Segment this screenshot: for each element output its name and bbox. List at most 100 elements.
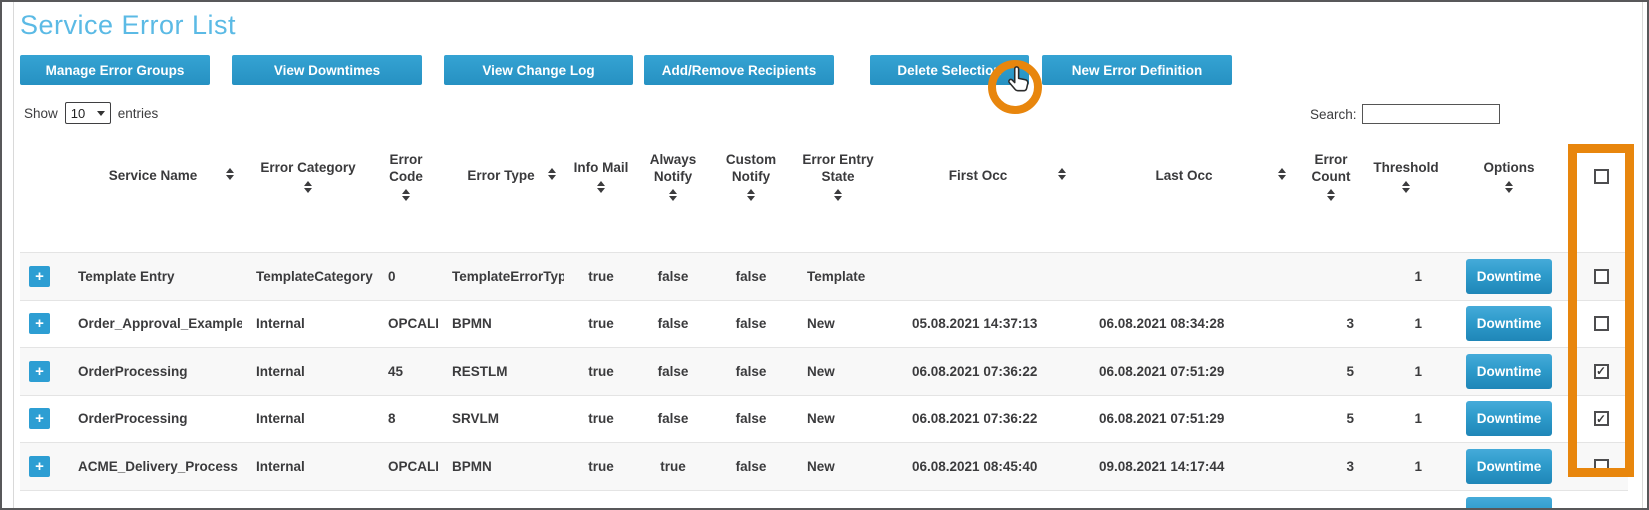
row-checkbox[interactable]: ✓ bbox=[1593, 363, 1609, 379]
cell-service: OrderProcessing bbox=[78, 411, 188, 427]
table-row: Downtime bbox=[20, 489, 1628, 509]
entries-select[interactable]: 10 bbox=[64, 102, 111, 124]
expand-row-button[interactable]: + bbox=[29, 360, 50, 382]
sort-icon bbox=[1058, 168, 1066, 180]
column-label: Error Count bbox=[1311, 151, 1351, 184]
select-all-checkbox[interactable] bbox=[1593, 169, 1609, 184]
view-change-log-button[interactable]: View Change Log bbox=[444, 55, 633, 85]
column-header-code[interactable]: Error Code bbox=[374, 129, 438, 252]
sort-icon bbox=[1402, 180, 1410, 193]
sort-icon bbox=[747, 189, 755, 202]
column-header-service[interactable]: Service Name bbox=[64, 129, 242, 252]
cell-info bbox=[564, 491, 638, 509]
downtime-button[interactable]: Downtime bbox=[1466, 496, 1552, 508]
cell-custom: false bbox=[735, 268, 767, 284]
cell-threshold: 1 bbox=[1414, 411, 1422, 427]
downtime-button[interactable]: Downtime bbox=[1466, 353, 1552, 389]
service-error-table: Service Name Error Category Error Code Erro… bbox=[20, 129, 1628, 509]
cell-info: true bbox=[588, 363, 614, 379]
cell-options: Downtime bbox=[1444, 348, 1574, 395]
cell-last: 09.08.2021 14:17:44 bbox=[1099, 458, 1225, 474]
new-error-definition-button[interactable]: New Error Definition bbox=[1042, 55, 1232, 85]
search-label: Search: bbox=[1310, 106, 1357, 122]
row-checkbox[interactable] bbox=[1593, 316, 1609, 332]
column-header-state[interactable]: Error Entry State bbox=[794, 129, 882, 252]
cell-category: Internal bbox=[256, 411, 305, 427]
cell-category: Internal bbox=[256, 458, 305, 474]
cell-last: 06.08.2021 08:34:28 bbox=[1099, 316, 1225, 332]
cell-threshold bbox=[1368, 491, 1444, 509]
downtime-button[interactable]: Downtime bbox=[1466, 258, 1552, 294]
cell-info: true bbox=[588, 458, 614, 474]
cell-options: Downtime bbox=[1444, 396, 1574, 443]
cell-last: 06.08.2021 07:51:29 bbox=[1099, 363, 1225, 379]
column-header-options[interactable]: Options bbox=[1444, 129, 1574, 252]
column-header-last[interactable]: Last Occ bbox=[1074, 129, 1294, 252]
show-entries-control: Show 10 entries bbox=[24, 102, 158, 124]
column-label: Info Mail bbox=[573, 160, 629, 176]
cell-last bbox=[1074, 491, 1294, 509]
cell-options: Downtime bbox=[1444, 443, 1574, 490]
cell-always bbox=[638, 491, 708, 509]
expand-row-button[interactable]: + bbox=[29, 455, 50, 477]
downtime-button[interactable]: Downtime bbox=[1466, 448, 1552, 484]
view-downtimes-button[interactable]: View Downtimes bbox=[232, 55, 422, 85]
expand-row-button[interactable]: + bbox=[29, 408, 50, 430]
cell-options: Downtime bbox=[1444, 301, 1574, 348]
column-header-select bbox=[1574, 129, 1628, 252]
expand-row-button[interactable]: + bbox=[29, 265, 50, 287]
cell-expand: + bbox=[20, 253, 64, 300]
show-label: Show bbox=[24, 105, 58, 121]
row-checkbox[interactable] bbox=[1593, 268, 1609, 284]
column-label: Error Entry State bbox=[802, 151, 874, 184]
column-header-info[interactable]: Info Mail bbox=[564, 129, 638, 252]
cell-code: 8 bbox=[388, 411, 396, 427]
column-header-expand bbox=[20, 129, 64, 252]
cell-type: SRVLM bbox=[452, 411, 500, 427]
downtime-button[interactable]: Downtime bbox=[1466, 401, 1552, 437]
column-header-category[interactable]: Error Category bbox=[242, 129, 374, 252]
sort-icon bbox=[226, 168, 234, 180]
cell-type bbox=[438, 491, 564, 509]
cell-info: true bbox=[588, 411, 614, 427]
column-label: Error Code bbox=[389, 151, 423, 184]
cell-category bbox=[242, 491, 374, 509]
manage-error-groups-button[interactable]: Manage Error Groups bbox=[20, 55, 210, 85]
cell-options: Downtime bbox=[1444, 491, 1574, 508]
sort-icon bbox=[669, 189, 677, 202]
chevron-down-icon bbox=[96, 110, 105, 116]
downtime-button[interactable]: Downtime bbox=[1466, 306, 1552, 342]
column-header-type[interactable]: Error Type bbox=[438, 129, 564, 252]
cell-expand: + bbox=[20, 396, 64, 443]
column-label: Service Name bbox=[108, 168, 198, 184]
search-input[interactable] bbox=[1361, 104, 1500, 124]
right-edge-divider bbox=[1642, 2, 1643, 508]
column-header-first[interactable]: First Occ bbox=[882, 129, 1074, 252]
page-title: Service Error List bbox=[20, 10, 237, 40]
column-header-count[interactable]: Error Count bbox=[1294, 129, 1368, 252]
cell-type: RESTLM bbox=[452, 363, 508, 379]
column-label: Always Notify bbox=[649, 151, 697, 184]
column-label: Error Type bbox=[467, 168, 535, 184]
expand-row-button[interactable]: + bbox=[29, 313, 50, 335]
column-header-threshold[interactable]: Threshold bbox=[1368, 129, 1444, 252]
cell-custom: false bbox=[735, 316, 767, 332]
search-control: Search: bbox=[1310, 103, 1500, 125]
row-checkbox[interactable] bbox=[1593, 458, 1609, 474]
delete-selection-button[interactable]: Delete Selection bbox=[870, 55, 1029, 85]
cell-service: ACME_Delivery_Process bbox=[78, 458, 238, 474]
add-remove-recipients-button[interactable]: Add/Remove Recipients bbox=[644, 55, 834, 85]
cell-select bbox=[1574, 253, 1628, 300]
cell-type: BPMN bbox=[452, 316, 492, 332]
cell-first: 06.08.2021 07:36:22 bbox=[912, 411, 1038, 427]
cell-select: ✓ bbox=[1574, 396, 1628, 443]
row-checkbox[interactable]: ✓ bbox=[1593, 411, 1609, 427]
sort-icon bbox=[548, 168, 556, 180]
cell-type: BPMN bbox=[452, 458, 492, 474]
cell-info: true bbox=[588, 316, 614, 332]
column-header-custom[interactable]: Custom Notify bbox=[708, 129, 794, 252]
column-label: First Occ bbox=[948, 168, 1008, 184]
cell-always: false bbox=[657, 268, 689, 284]
cell-options: Downtime bbox=[1444, 253, 1574, 300]
column-header-always[interactable]: Always Notify bbox=[638, 129, 708, 252]
